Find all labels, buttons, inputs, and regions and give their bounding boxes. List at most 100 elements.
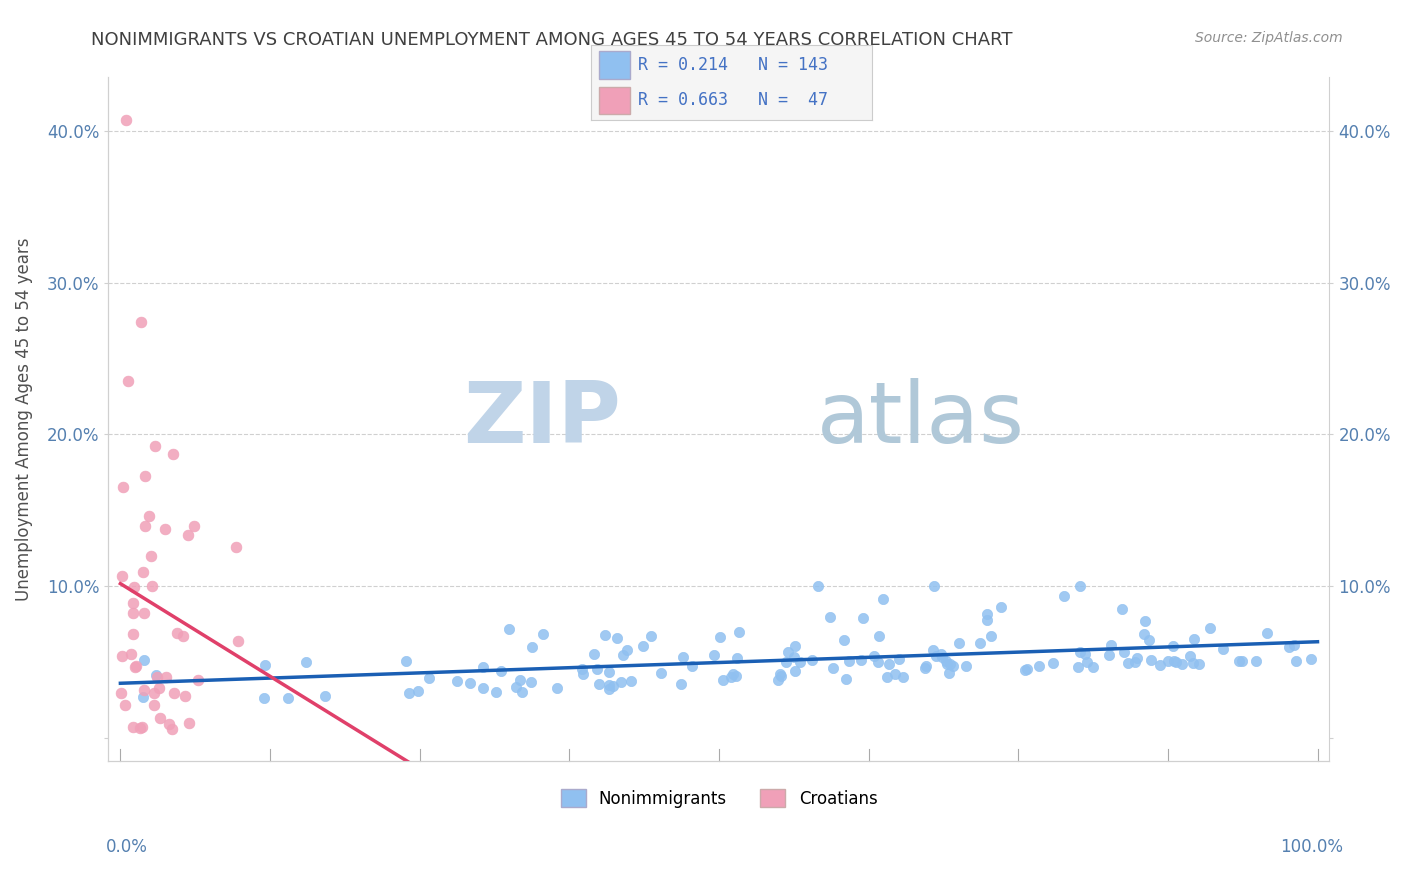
Point bbox=[162, 447, 184, 461]
Point bbox=[1074, 648, 1097, 662]
Point bbox=[1098, 648, 1121, 663]
Point bbox=[162, 722, 184, 736]
Point bbox=[818, 610, 841, 624]
Point bbox=[1161, 639, 1184, 653]
Point bbox=[593, 628, 616, 642]
Point bbox=[868, 629, 890, 643]
Point bbox=[711, 673, 734, 688]
Point bbox=[122, 606, 145, 620]
Point bbox=[111, 480, 134, 494]
Point bbox=[141, 579, 163, 593]
Text: R = 0.663   N =  47: R = 0.663 N = 47 bbox=[638, 91, 828, 109]
Point bbox=[891, 669, 914, 683]
Text: ZIP: ZIP bbox=[464, 377, 621, 461]
Point bbox=[583, 647, 606, 661]
Point bbox=[1212, 641, 1234, 656]
Point bbox=[650, 666, 672, 681]
Point bbox=[1227, 654, 1250, 668]
Point bbox=[770, 669, 793, 683]
Point bbox=[122, 720, 145, 734]
Point bbox=[821, 661, 844, 675]
Point bbox=[114, 698, 136, 712]
Point bbox=[914, 661, 936, 675]
Point bbox=[942, 659, 965, 673]
Point bbox=[111, 649, 134, 664]
Point bbox=[166, 626, 188, 640]
Point bbox=[883, 666, 905, 681]
Point bbox=[134, 653, 156, 667]
Point bbox=[1067, 660, 1090, 674]
Point bbox=[703, 648, 725, 663]
Point bbox=[1123, 655, 1146, 669]
Point bbox=[610, 675, 633, 690]
Point bbox=[969, 635, 991, 649]
Point bbox=[1256, 626, 1278, 640]
Point bbox=[134, 518, 156, 533]
Point bbox=[725, 668, 748, 682]
Point bbox=[132, 566, 155, 580]
Point bbox=[1170, 657, 1192, 672]
Point bbox=[785, 664, 807, 678]
Point bbox=[471, 660, 494, 674]
Point bbox=[531, 626, 554, 640]
Point bbox=[1081, 660, 1104, 674]
Point bbox=[725, 651, 748, 665]
Point bbox=[128, 721, 150, 735]
Point bbox=[122, 580, 145, 594]
Point bbox=[1114, 645, 1136, 659]
Point bbox=[132, 690, 155, 705]
Point bbox=[948, 636, 970, 650]
Point bbox=[1014, 663, 1036, 677]
Point bbox=[277, 691, 299, 706]
Point bbox=[606, 631, 628, 645]
Point bbox=[110, 686, 132, 700]
Point bbox=[498, 622, 520, 636]
Point bbox=[122, 626, 145, 640]
Point bbox=[915, 659, 938, 673]
Point bbox=[314, 690, 336, 704]
Point bbox=[631, 639, 654, 653]
Point bbox=[929, 647, 952, 661]
Point bbox=[225, 540, 247, 554]
Point bbox=[1198, 621, 1220, 635]
Point bbox=[922, 642, 945, 657]
Point bbox=[1184, 632, 1206, 646]
Point bbox=[472, 681, 495, 695]
Point bbox=[1166, 655, 1188, 669]
Point bbox=[131, 720, 153, 734]
Point bbox=[1140, 653, 1163, 667]
Point bbox=[938, 665, 960, 680]
Point bbox=[889, 652, 911, 666]
Point bbox=[1126, 650, 1149, 665]
Point bbox=[669, 677, 692, 691]
Point bbox=[775, 656, 797, 670]
Point bbox=[935, 654, 957, 668]
Point bbox=[872, 592, 894, 607]
Point bbox=[163, 686, 186, 700]
Point bbox=[149, 711, 172, 725]
Point bbox=[838, 654, 860, 668]
Point bbox=[1301, 652, 1323, 666]
Point bbox=[157, 717, 180, 731]
Point bbox=[602, 680, 624, 694]
Point bbox=[512, 685, 534, 699]
Point bbox=[769, 667, 792, 681]
Text: NONIMMIGRANTS VS CROATIAN UNEMPLOYMENT AMONG AGES 45 TO 54 YEARS CORRELATION CHA: NONIMMIGRANTS VS CROATIAN UNEMPLOYMENT A… bbox=[91, 31, 1012, 49]
Point bbox=[868, 655, 890, 669]
Point bbox=[936, 657, 959, 672]
Point bbox=[173, 689, 195, 703]
Point bbox=[134, 468, 156, 483]
Point bbox=[505, 680, 527, 694]
Point bbox=[598, 681, 620, 696]
Point bbox=[598, 665, 620, 679]
Point bbox=[877, 657, 900, 672]
Point bbox=[1246, 654, 1268, 668]
Point bbox=[111, 569, 134, 583]
Point bbox=[226, 634, 249, 648]
Point bbox=[807, 579, 830, 593]
Point bbox=[546, 681, 568, 696]
Y-axis label: Unemployment Among Ages 45 to 54 years: Unemployment Among Ages 45 to 54 years bbox=[15, 237, 32, 601]
Text: R = 0.214   N = 143: R = 0.214 N = 143 bbox=[638, 56, 828, 74]
Point bbox=[709, 630, 731, 644]
Point bbox=[976, 607, 998, 622]
